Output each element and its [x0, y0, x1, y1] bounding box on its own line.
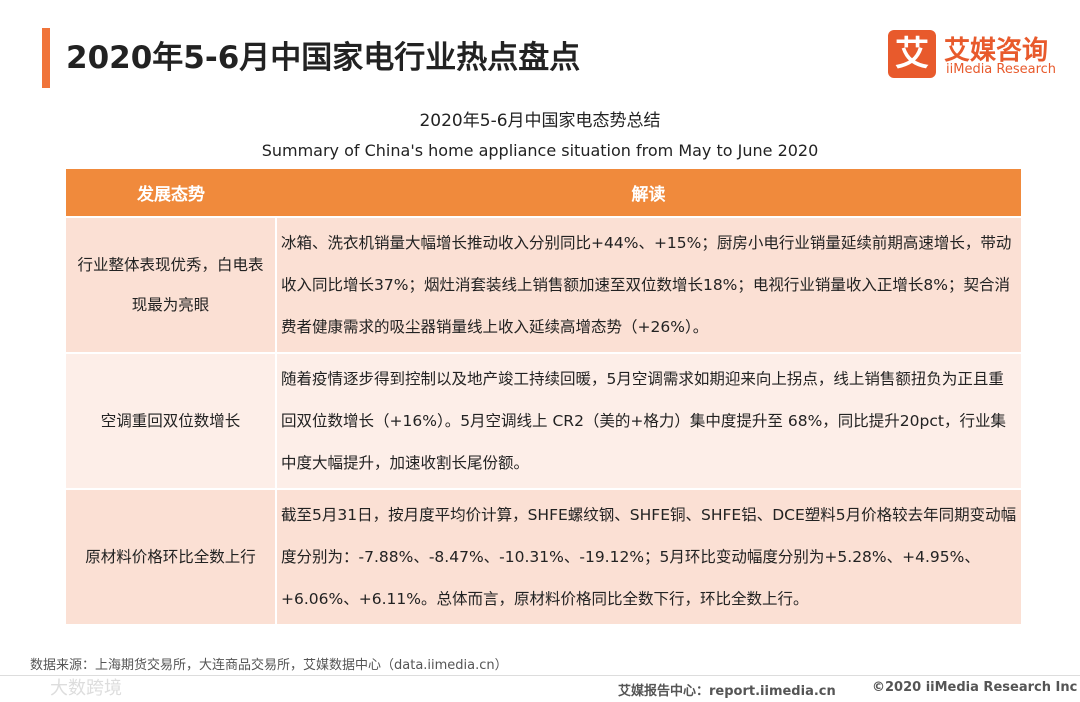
- table-row: 空调重回双位数增长 随着疫情逐步得到控制以及地产竣工持续回暖，5月空调需求如期迎来…: [66, 352, 1021, 489]
- detail-cell: 截至5月31日，按月度平均价计算，SHFE螺纹钢、SHFE铜、SHFE铝、DCE…: [276, 488, 1021, 624]
- column-header: 发展态势: [66, 169, 276, 217]
- logo-icon: 艾: [888, 30, 936, 78]
- title-accent: [42, 28, 50, 88]
- detail-cell: 随着疫情逐步得到控制以及地产竣工持续回暖，5月空调需求如期迎来向上拐点，线上销售…: [276, 352, 1021, 489]
- trend-cell: 行业整体表现优秀，白电表现最为亮眼: [66, 216, 277, 353]
- table-row: 原材料价格环比全数上行 截至5月31日，按月度平均价计算，SHFE螺纹钢、SHFE…: [66, 488, 1021, 624]
- table-row: 行业整体表现优秀，白电表现最为亮眼 冰箱、洗衣机销量大幅增长推动收入分别同比+44…: [66, 216, 1021, 353]
- trend-cell: 空调重回双位数增长: [66, 352, 277, 489]
- column-header: 解读: [276, 169, 1021, 217]
- header-row: 发展态势 解读: [66, 169, 1021, 217]
- copyright: ©2020 iiMedia Research Inc: [872, 680, 1078, 695]
- report-link: 艾媒报告中心：report.iimedia.cn: [618, 684, 836, 699]
- source: 数据来源：上海期货交易所，大连商品交易所，艾媒数据中心（data.iimedia…: [30, 658, 508, 673]
- trend-cell: 原材料价格环比全数上行: [66, 488, 277, 624]
- watermark: 大数跨境: [50, 678, 122, 699]
- subtitle: 2020年5-6月中国家电态势总结: [419, 111, 661, 131]
- logo-en: iiMedia Research: [946, 62, 1057, 77]
- title: 2020年5-6月中国家电行业热点盘点: [66, 40, 581, 76]
- subtitle-en: Summary of China's home appliance situat…: [261, 141, 819, 160]
- table: 发展态势 解读 行业整体表现优秀，白电表现最为亮眼 冰箱、洗衣机销量大幅增长推动收…: [66, 169, 1021, 624]
- logo-name: 艾媒咨询: [944, 36, 1049, 66]
- footer-rule: [0, 675, 1080, 676]
- detail-cell: 冰箱、洗衣机销量大幅增长推动收入分别同比+44%、+15%；厨房小电行业销量延续…: [276, 216, 1021, 353]
